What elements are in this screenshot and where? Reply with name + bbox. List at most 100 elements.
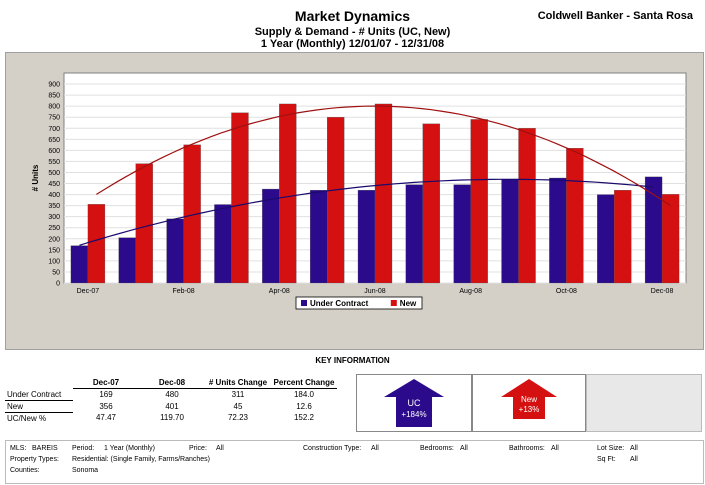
bedrooms-value: All (460, 445, 468, 452)
bar-new (135, 163, 153, 284)
key-info-title: KEY INFORMATION (315, 356, 390, 365)
bar-new (374, 103, 393, 284)
mls-label: MLS: (10, 445, 27, 452)
y-tick-label: 350 (48, 203, 60, 210)
uc-arrow-change: +184% (401, 410, 426, 419)
table-cell: 356 (99, 401, 113, 411)
table-header-cell: # Units Change (205, 377, 271, 389)
y-tick-label: 900 (48, 82, 60, 89)
bar-under-contract (262, 188, 280, 284)
y-tick-label: 500 (48, 170, 60, 177)
bar-chart: 0 50 100 150 200 250 300 350 400 450 500 550 600 650 7… (31, 72, 687, 310)
legend-label: Under Contract (310, 299, 369, 308)
table-cell: 47.47 (95, 413, 117, 423)
bar-new (279, 103, 297, 284)
x-tick-label: Dec-07 (77, 288, 100, 295)
y-tick-label: 100 (48, 258, 60, 265)
table-cell: 169 (99, 390, 113, 399)
bar-under-contract (644, 176, 663, 284)
table-row: New 356 401 45 12.6 (5, 400, 337, 413)
price-label: Price: (189, 445, 207, 452)
bar-new (470, 119, 488, 284)
bar-under-contract (166, 218, 184, 284)
y-tick-label: 750 (48, 115, 60, 122)
x-tick-label: Aug-08 (459, 288, 482, 295)
table-cell: 311 (231, 390, 245, 399)
y-tick-label: 200 (48, 236, 60, 243)
table-cell: 45 (233, 401, 243, 411)
table-header-cell (5, 377, 73, 389)
key-info-table: Dec-07 Dec-08 # Units Change Percent Cha… (5, 377, 337, 424)
up-arrow-icon: UC +184% (384, 379, 444, 427)
counties-label: Counties: (10, 467, 40, 474)
bathrooms-value: All (551, 445, 559, 452)
bar-new (87, 204, 106, 284)
sqft-value: All (630, 456, 638, 463)
row-label: New (5, 400, 73, 413)
table-cell: 119.70 (160, 413, 184, 423)
new-change-panel: New +13% (472, 374, 586, 432)
x-tick-label: Feb-08 (173, 288, 195, 295)
table-cell: 72.23 (227, 413, 249, 423)
price-value: All (216, 445, 224, 452)
report-period: 1 Year (Monthly) 12/01/07 - 12/31/08 (260, 38, 445, 50)
trendline-new (96, 105, 671, 207)
y-tick-label: 650 (48, 137, 60, 144)
lotsize-label: Lot Size: (597, 445, 625, 452)
table-row: Under Contract 169 480 311 184.0 (5, 388, 337, 401)
mls-value: BAREIS (32, 445, 58, 452)
counties-value: Sonoma (72, 467, 99, 474)
y-tick-label: 600 (48, 148, 60, 155)
bar-under-contract (70, 245, 89, 284)
table-cell: 12.6 (296, 401, 312, 411)
y-tick-label: 150 (48, 247, 60, 254)
legend-label: New (400, 299, 417, 308)
table-header-cell: Dec-08 (139, 377, 205, 389)
y-tick-label: 300 (48, 214, 60, 221)
bar-new (231, 112, 249, 284)
row-label: Under Contract (5, 388, 73, 401)
table-cell: 401 (165, 401, 179, 411)
table-cell: 184.0 (293, 390, 315, 399)
report-subtitle: Supply & Demand - # Units (UC, New) (254, 26, 451, 38)
y-tick-label: 400 (48, 192, 60, 199)
table-header-cell: Percent Change (271, 377, 337, 389)
table-header-row: Dec-07 Dec-08 # Units Change Percent Cha… (5, 377, 337, 389)
bar-under-contract (597, 194, 615, 284)
chart-frame: 0 50 100 150 200 250 300 350 400 450 500 550 600 650 7… (5, 52, 704, 350)
period-value: 1 Year (Monthly) (104, 445, 155, 452)
proptype-value: Residential: (Single Family, Farms/Ranch… (72, 456, 210, 463)
bar-under-contract (549, 177, 567, 284)
report-title: Market Dynamics (294, 8, 411, 24)
x-tick-label: Jun-08 (364, 288, 386, 295)
up-arrow-icon: New +13% (501, 379, 557, 419)
table-row: UC/New % 47.47 119.70 72.23 152.2 (5, 412, 337, 424)
proptype-label: Property Types: (10, 456, 59, 463)
bar-new (518, 128, 536, 284)
y-tick-label: 0 (56, 281, 60, 288)
legend-swatch (390, 300, 397, 306)
bar-under-contract (118, 237, 136, 284)
x-tick-label: Dec-08 (651, 288, 674, 295)
bedrooms-label: Bedrooms: (420, 445, 454, 452)
row-label: UC/New % (7, 413, 47, 423)
bar-new (327, 117, 345, 284)
y-tick-label: 50 (52, 269, 60, 276)
x-tick-label: Oct-08 (556, 288, 577, 295)
y-tick-label: 700 (48, 126, 60, 133)
legend-swatch (301, 300, 307, 306)
y-tick-label: 550 (48, 159, 60, 166)
y-tick-label: 850 (48, 93, 60, 100)
x-tick-label: Apr-08 (269, 288, 290, 295)
y-tick-label: 800 (48, 104, 60, 111)
bar-new (422, 123, 440, 284)
empty-panel (586, 374, 702, 432)
filter-criteria: MLS: BAREIS Period: 1 Year (Monthly) Pri… (5, 440, 704, 484)
bar-under-contract (214, 204, 232, 284)
bar-new (614, 190, 632, 284)
bar-under-contract (501, 178, 519, 284)
bar-new (661, 194, 680, 284)
y-tick-label: 250 (48, 225, 60, 232)
trendline-under-contract (79, 178, 654, 246)
uc-arrow-label: UC (408, 398, 421, 408)
